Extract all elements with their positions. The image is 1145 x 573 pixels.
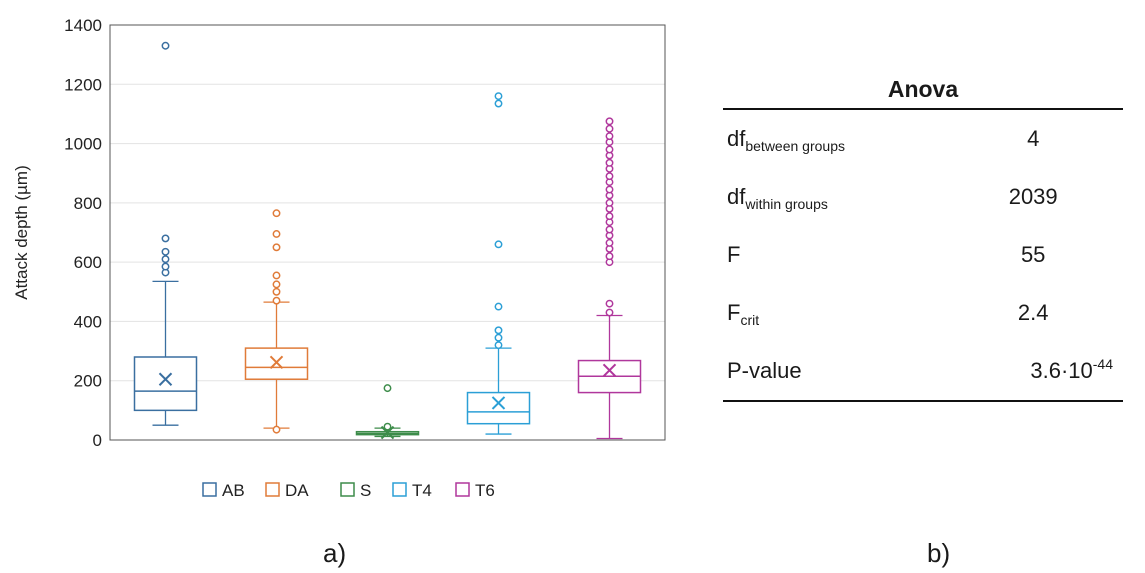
y-tick-label: 800 [74, 194, 102, 213]
outlier-point [161, 262, 170, 271]
y-tick-label: 400 [74, 312, 102, 331]
row-label: dfwithin groups [727, 184, 828, 212]
y-tick-label: 600 [74, 253, 102, 272]
row-value: 3.6·10-44 [1030, 356, 1113, 383]
table-row: dfwithin groups 2039 [723, 168, 1123, 226]
outlier-point [605, 145, 614, 154]
outlier-point [494, 326, 503, 335]
anova-rows: dfbetween groups 4 dfwithin groups 2039 … [723, 110, 1123, 400]
outlier-point [494, 240, 503, 249]
legend-label: DA [285, 481, 309, 500]
outlier-point [605, 117, 614, 126]
outlier-point [272, 271, 281, 280]
outlier-point [605, 132, 614, 141]
row-value: 2.4 [1017, 300, 1049, 325]
legend-label: T6 [475, 481, 495, 500]
outlier-point [272, 243, 281, 252]
outlier-point [494, 333, 503, 342]
anova-table: Anova dfbetween groups 4 dfwithin groups… [723, 70, 1123, 402]
row-label: F [727, 242, 741, 267]
outlier-point [161, 255, 170, 264]
outlier-point [605, 158, 614, 167]
legend-swatch [265, 482, 280, 497]
panel-label-a: a) [323, 538, 347, 568]
y-tick-label: 0 [93, 431, 102, 450]
table-row: P-value 3.6·10-44 [723, 342, 1123, 400]
table-row: Fcrit 2.4 [723, 284, 1123, 342]
panel-label-b: b) [927, 538, 951, 568]
outlier-point [161, 247, 170, 256]
legend-swatch [340, 482, 355, 497]
outlier-point [605, 212, 614, 221]
y-tick-label: 1200 [64, 75, 102, 94]
legend-swatch [202, 482, 217, 497]
mean-marker [158, 372, 173, 386]
row-label: Fcrit [727, 300, 760, 328]
box-ab [133, 356, 198, 412]
outlier-point [494, 99, 503, 108]
outlier-point [605, 252, 614, 261]
outlier-point [272, 296, 281, 305]
legend-label: T4 [412, 481, 432, 500]
outlier-point [272, 209, 281, 218]
outlier-point [605, 198, 614, 207]
outlier-point [605, 124, 614, 133]
outlier-point [272, 230, 281, 238]
outlier-point [272, 280, 281, 289]
legend-label: AB [222, 481, 245, 500]
outlier-point [383, 422, 392, 431]
outlier-point [272, 287, 281, 296]
outlier-point [605, 185, 614, 194]
outlier-point [161, 41, 170, 50]
outlier-point [605, 172, 614, 181]
outlier-point [605, 225, 614, 234]
mean-marker [380, 425, 395, 440]
row-label: dfbetween groups [727, 126, 845, 154]
outlier-point [494, 92, 503, 101]
box-plot-chart: 0 200 400 600 800 1000 1200 1400 Attack depth (µ… [12, 16, 666, 500]
legend-swatch [455, 482, 470, 497]
row-value: 4 [1027, 126, 1040, 151]
outlier-point [272, 425, 281, 434]
y-tick-label: 1400 [64, 16, 102, 35]
outlier-point [161, 234, 170, 243]
legend-swatch [392, 482, 407, 497]
table-row: F 55 [723, 226, 1123, 284]
row-label: P-value [727, 358, 802, 383]
outlier-point [605, 308, 614, 317]
y-tick-label: 1000 [64, 135, 102, 154]
outlier-point [494, 341, 503, 350]
mean-marker [269, 355, 284, 370]
table-row: dfbetween groups 4 [723, 110, 1123, 168]
outlier-point [383, 384, 392, 393]
y-axis-label: Attack depth (µm) [12, 165, 31, 300]
plot-area-border [109, 24, 666, 441]
row-value: 55 [1020, 242, 1046, 267]
outlier-point [605, 299, 614, 308]
y-tick-label: 200 [74, 372, 102, 391]
outlier-point [494, 302, 503, 311]
anova-top-rule [723, 108, 1123, 110]
row-value: 2039 [1008, 184, 1058, 209]
anova-title: Anova [887, 76, 959, 102]
legend-label: S [360, 481, 371, 500]
outlier-point [605, 238, 614, 247]
box-t4 [466, 391, 531, 425]
anova-bottom-rule [723, 400, 1123, 402]
mean-marker [602, 363, 617, 378]
mean-marker [491, 396, 506, 410]
